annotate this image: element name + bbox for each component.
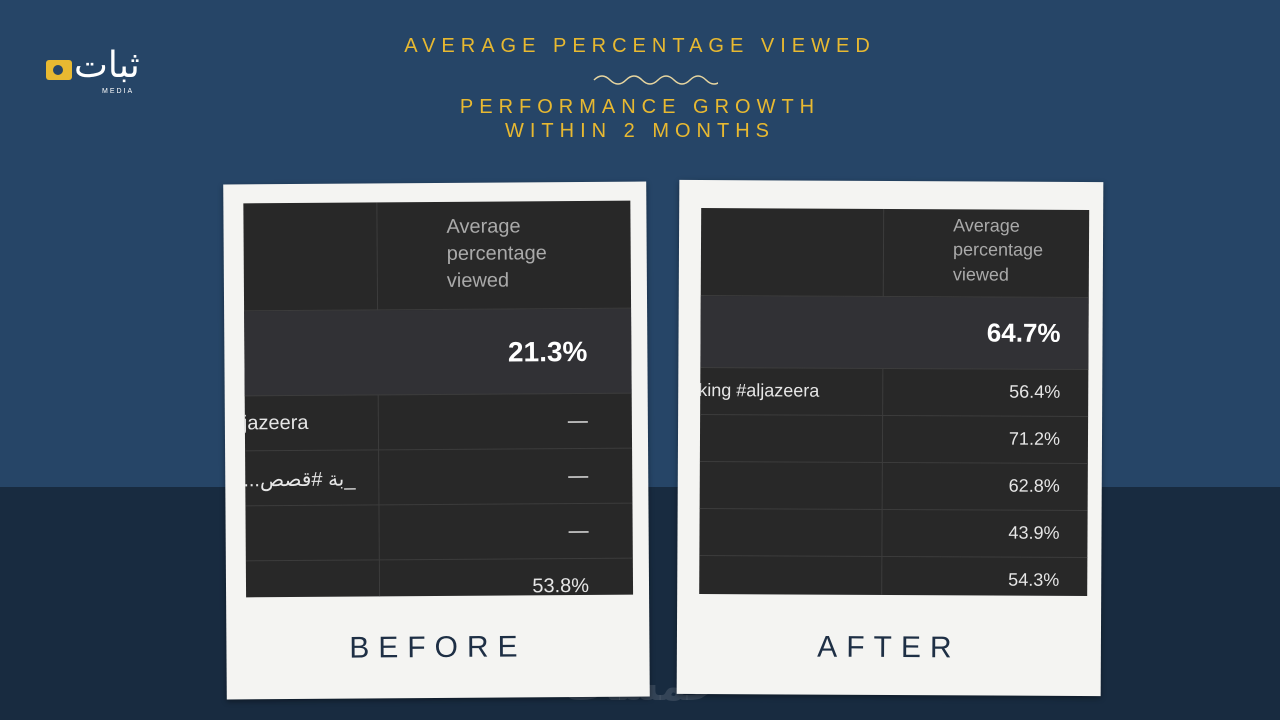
logo-name: ثبات — [74, 44, 140, 85]
row-value: 54.3% — [1008, 569, 1060, 590]
total-value: 64.7% — [986, 317, 1061, 348]
polaroid: Average percentage viewed 64.7% king #alja… — [676, 179, 1104, 697]
row-label: jazeera — [243, 411, 309, 434]
column-header: Average percentage viewed — [952, 215, 1044, 285]
row-value: 43.9% — [1008, 522, 1060, 543]
subtitle-line: PERFORMANCE GROWTH — [459, 96, 821, 118]
row-value: — — [568, 519, 589, 542]
row-value: 56.4% — [1009, 381, 1061, 402]
camera-icon — [46, 60, 72, 80]
row-value: — — [568, 464, 589, 487]
logo: ثبات MEDIA — [40, 40, 150, 100]
row-value: 62.8% — [1008, 475, 1060, 496]
caption: AFTER — [817, 630, 961, 665]
row-label: king #aljazeera — [699, 379, 820, 401]
screenshot: Average percentage viewed 64.7% king #alja… — [699, 208, 1090, 597]
caption: BEFORE — [349, 630, 527, 665]
subtitle-line: WITHIN 2 MONTHS — [505, 120, 775, 142]
row-value: 53.8% — [532, 574, 590, 597]
row-label: ...بة #قصص_ — [243, 468, 356, 491]
logo-tagline: MEDIA — [102, 88, 135, 95]
screenshot: Average percentage viewed 21.3% jazeera —..… — [243, 200, 634, 598]
title: AVERAGE PERCENTAGE VIEWED — [404, 35, 876, 57]
row-value: 71.2% — [1008, 428, 1061, 449]
column-header: Average percentage viewed — [446, 215, 547, 292]
wave-divider — [593, 75, 718, 85]
row-value: — — [567, 409, 588, 432]
total-value: 21.3% — [507, 335, 588, 367]
polaroid: Average percentage viewed 21.3% jazeera —..… — [223, 181, 650, 700]
